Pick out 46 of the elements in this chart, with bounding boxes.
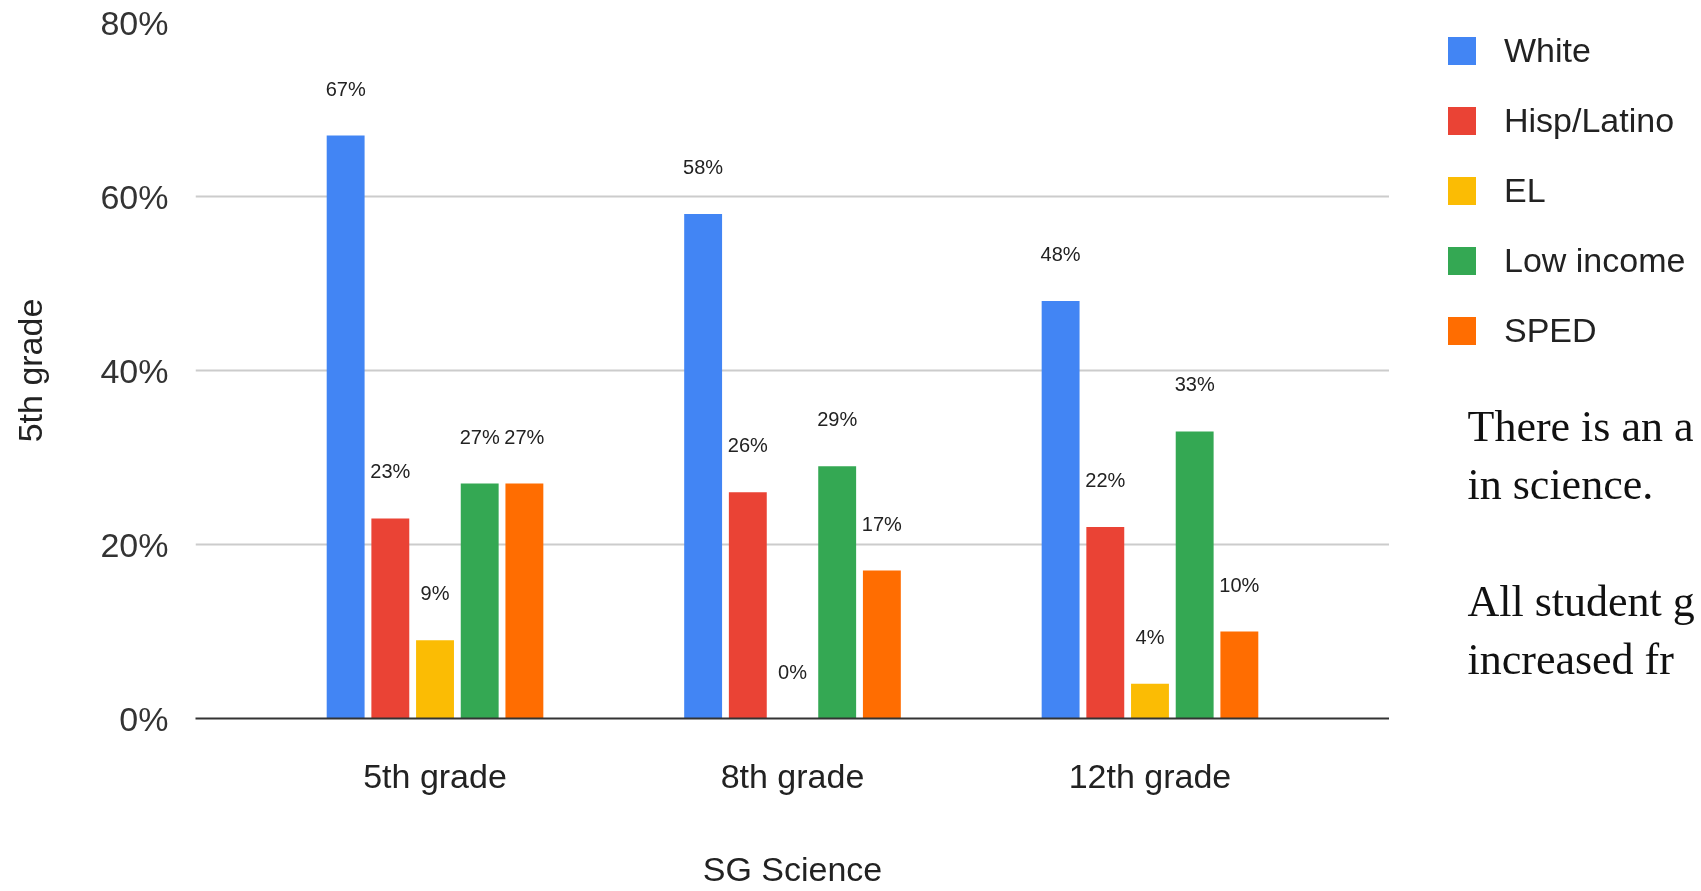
x-tick-label: 8th grade	[720, 756, 865, 795]
data-label: 4%	[1135, 625, 1165, 648]
legend-label: Hisp/Latino	[1504, 100, 1675, 141]
x-axis-title: SG Science	[702, 849, 883, 888]
x-tick-label: 12th grade	[1068, 756, 1232, 795]
y-tick-label: 60%	[100, 177, 169, 216]
data-label: 29%	[817, 408, 858, 431]
bar	[460, 483, 499, 719]
data-label: 58%	[683, 155, 724, 178]
bar	[818, 466, 857, 719]
data-label: 67%	[325, 77, 366, 100]
y-tick-label: 80%	[100, 3, 169, 42]
data-label: 27%	[459, 425, 500, 448]
y-tick-label: 20%	[100, 525, 169, 564]
legend-label: White	[1504, 30, 1591, 71]
text: There is an a in science.	[1467, 401, 1694, 510]
bar	[326, 135, 365, 719]
bar	[1131, 683, 1169, 719]
data-label: 33%	[1174, 373, 1215, 396]
data-label: 9%	[420, 582, 450, 605]
data-label: 27%	[504, 425, 545, 448]
data-label: 23%	[370, 460, 411, 483]
y-tick-label: 40%	[100, 351, 169, 390]
x-tick-label: 5th grade	[363, 756, 507, 795]
data-label: 10%	[1219, 573, 1260, 596]
bar	[416, 640, 454, 719]
data-label: 0%	[778, 660, 808, 683]
data-label: 26%	[727, 434, 769, 457]
bar	[1220, 631, 1259, 719]
bar	[371, 518, 410, 719]
bar	[728, 492, 767, 719]
data-label: 22%	[1085, 469, 1126, 492]
y-tick-label: 0%	[119, 699, 169, 738]
bar	[1041, 300, 1080, 719]
bar	[1175, 431, 1214, 719]
bar	[684, 213, 723, 719]
bar	[505, 483, 544, 719]
bar	[862, 570, 901, 719]
bar	[1086, 527, 1125, 719]
y-axis-title: 5th grade	[11, 298, 50, 443]
legend-label: Low income	[1504, 240, 1686, 281]
legend-label: EL	[1504, 170, 1546, 211]
data-label: 48%	[1040, 242, 1081, 265]
legend-label: SPED	[1504, 310, 1597, 351]
text: All student g increased fr	[1467, 576, 1695, 685]
data-label: 17%	[861, 512, 903, 535]
